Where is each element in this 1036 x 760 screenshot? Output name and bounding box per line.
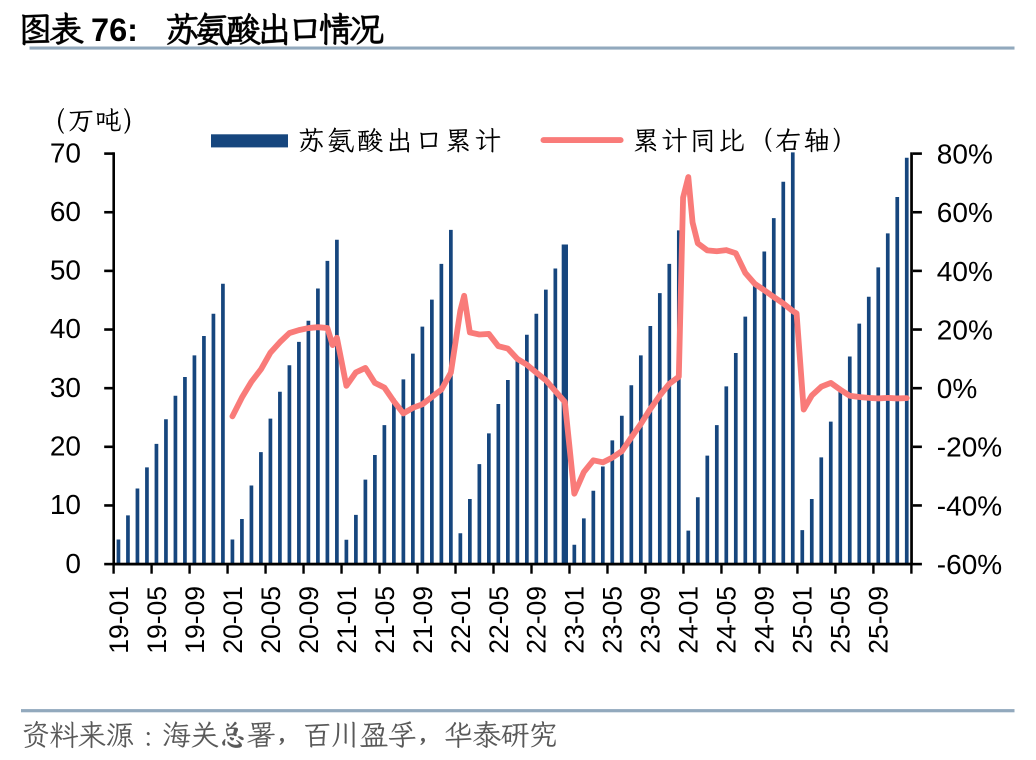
svg-text:60%: 60% [937, 197, 993, 228]
svg-text:19-05: 19-05 [142, 586, 172, 654]
svg-text:21-09: 21-09 [408, 586, 438, 654]
svg-text:80%: 80% [937, 139, 993, 170]
svg-text:24-09: 24-09 [750, 586, 780, 654]
svg-text:70: 70 [50, 137, 81, 168]
svg-text:30: 30 [50, 372, 81, 403]
svg-text:-40%: -40% [937, 490, 1002, 521]
svg-text:-20%: -20% [937, 432, 1002, 463]
svg-text:50: 50 [50, 255, 81, 286]
svg-text:25-01: 25-01 [788, 586, 818, 654]
svg-text:19-01: 19-01 [104, 586, 134, 654]
svg-text:0%: 0% [937, 373, 977, 404]
svg-text:25-05: 25-05 [826, 586, 856, 654]
svg-text:21-05: 21-05 [370, 586, 400, 654]
svg-text:23-05: 23-05 [598, 586, 628, 654]
svg-text:22-09: 22-09 [522, 586, 552, 654]
svg-text:76:: 76: [91, 12, 138, 48]
svg-text:-60%: -60% [937, 549, 1002, 580]
svg-text:60: 60 [50, 196, 81, 227]
svg-text:20: 20 [50, 431, 81, 462]
svg-text:10: 10 [50, 489, 81, 520]
svg-text:21-01: 21-01 [332, 586, 362, 654]
svg-text:23-09: 23-09 [636, 586, 666, 654]
svg-text:22-01: 22-01 [446, 586, 476, 654]
svg-text:20-01: 20-01 [218, 586, 248, 654]
svg-text:20%: 20% [937, 314, 993, 345]
svg-text:19-09: 19-09 [180, 586, 210, 654]
svg-text:23-01: 23-01 [560, 586, 590, 654]
svg-text:0: 0 [65, 548, 81, 579]
svg-text:24-01: 24-01 [674, 586, 704, 654]
svg-text:40%: 40% [937, 256, 993, 287]
svg-text:22-05: 22-05 [484, 586, 514, 654]
svg-text:20-09: 20-09 [294, 586, 324, 654]
svg-text:20-05: 20-05 [256, 586, 286, 654]
svg-text:25-09: 25-09 [864, 586, 894, 654]
svg-text:24-05: 24-05 [712, 586, 742, 654]
svg-text:40: 40 [50, 313, 81, 344]
